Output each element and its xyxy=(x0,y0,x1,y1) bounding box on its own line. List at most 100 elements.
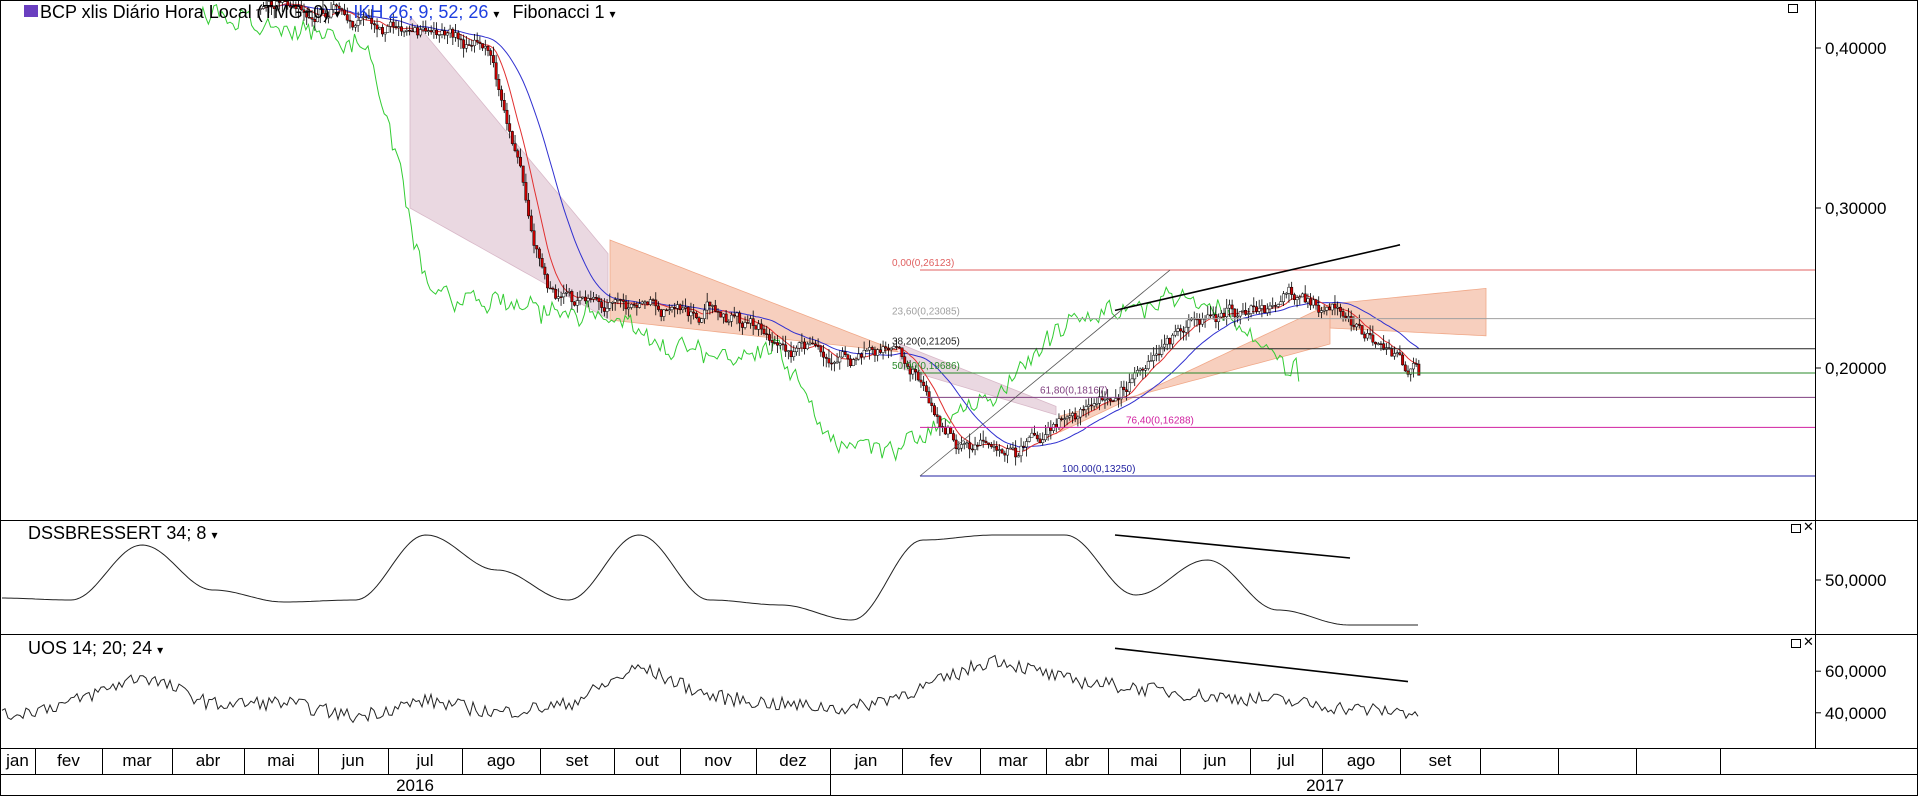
candle-body xyxy=(719,312,723,318)
candle-body xyxy=(351,21,355,28)
month-label: dez xyxy=(779,751,806,770)
candle-body xyxy=(1330,303,1334,311)
month-label: out xyxy=(635,751,659,770)
candle-body xyxy=(535,245,539,250)
candle-body xyxy=(762,328,766,334)
dss-maximize-icon[interactable] xyxy=(1791,524,1801,533)
fib-level-label: 100,00(0,13250) xyxy=(1062,464,1135,475)
candle-body xyxy=(1255,306,1258,312)
candle-body xyxy=(1060,418,1064,420)
candle-body xyxy=(1117,398,1120,400)
candle-body xyxy=(854,358,858,361)
candle-body xyxy=(1181,330,1185,333)
month-label: mai xyxy=(267,751,294,770)
uos-close-icon[interactable]: ✕ xyxy=(1803,634,1814,649)
candle-body xyxy=(1276,304,1280,307)
uos-maximize-icon[interactable] xyxy=(1791,639,1801,648)
candle-body xyxy=(483,46,487,49)
candle-body xyxy=(264,6,268,8)
candle-body xyxy=(851,359,855,366)
candle-body xyxy=(1225,307,1229,318)
candle-body xyxy=(797,342,801,349)
candle-body xyxy=(1071,413,1074,417)
candle-body xyxy=(1149,360,1153,362)
candle-body xyxy=(1303,293,1307,303)
candle-body xyxy=(592,297,595,300)
candle-body xyxy=(1133,372,1137,380)
instrument-label[interactable]: BCP xlis Diário Hora Local (TMG+0) xyxy=(40,2,330,22)
candle-body xyxy=(424,27,428,32)
candle-body xyxy=(432,29,436,33)
dss-menu-arrow[interactable]: ▾ xyxy=(211,528,218,542)
month-label: set xyxy=(566,751,589,770)
candle-body xyxy=(527,199,531,217)
candle-body xyxy=(914,369,917,373)
candle-body xyxy=(567,291,571,293)
candle-body xyxy=(289,5,292,8)
uos-menu-arrow[interactable]: ▾ xyxy=(157,643,164,657)
candle-body xyxy=(1306,298,1310,303)
candle-body xyxy=(594,297,598,299)
candle-body xyxy=(270,1,273,8)
candle-body xyxy=(429,30,433,33)
candle-body xyxy=(1211,314,1215,317)
ikh-menu-arrow[interactable]: ▾ xyxy=(493,7,500,21)
candle-body xyxy=(1414,363,1418,365)
candle-body xyxy=(835,361,839,364)
uos-line xyxy=(1,654,1419,724)
month-label: nov xyxy=(704,751,732,770)
candle-body xyxy=(759,323,763,330)
ikh-label[interactable]: IKH 26; 9; 52; 26 xyxy=(353,2,489,22)
candle-body xyxy=(789,350,793,358)
candle-body xyxy=(259,8,263,10)
uos-label[interactable]: UOS 14; 20; 24 xyxy=(28,638,153,658)
candle-body xyxy=(946,426,950,435)
candle-body xyxy=(1395,352,1399,354)
candle-body xyxy=(1084,406,1088,411)
candle-body xyxy=(776,342,779,346)
candle-body xyxy=(1409,368,1413,375)
uos-header: UOS 14; 20; 24 ▾ xyxy=(28,638,163,659)
candle-body xyxy=(1365,333,1369,339)
candle-body xyxy=(602,307,606,312)
candle-body xyxy=(1008,447,1012,450)
candle-body xyxy=(448,28,452,34)
candle-body xyxy=(543,266,547,275)
candle-body xyxy=(892,346,896,349)
dss-close-icon[interactable]: ✕ xyxy=(1803,519,1814,534)
month-label: abr xyxy=(1065,751,1090,770)
candle-body xyxy=(1217,316,1221,322)
candle-body xyxy=(1376,343,1380,345)
candle-body xyxy=(1417,363,1421,376)
candle-body xyxy=(1122,386,1126,391)
candle-body xyxy=(1379,343,1383,345)
candle-body xyxy=(1338,306,1342,312)
candle-body xyxy=(1163,343,1166,348)
candle-body xyxy=(949,426,953,434)
candle-body xyxy=(294,5,298,10)
fibonacci-label[interactable]: Fibonacci 1 xyxy=(512,2,605,22)
price-tick-label: 0,40000 xyxy=(1825,39,1886,58)
candle-body xyxy=(1125,389,1129,392)
candle-body xyxy=(1260,305,1264,309)
candle-body xyxy=(841,351,844,358)
candle-body xyxy=(537,248,541,259)
candle-body xyxy=(516,150,520,158)
maximize-icon[interactable] xyxy=(1788,4,1798,13)
candle-body xyxy=(605,308,609,312)
instrument-menu-arrow[interactable]: ▾ xyxy=(334,7,341,21)
instrument-icon[interactable] xyxy=(24,5,38,17)
candle-body xyxy=(965,442,969,445)
candle-body xyxy=(1025,441,1028,448)
candle-body xyxy=(859,353,863,358)
fibonacci-menu-arrow[interactable]: ▾ xyxy=(609,7,616,21)
candle-body xyxy=(524,182,528,201)
candle-body xyxy=(908,366,912,375)
candle-body xyxy=(1108,398,1112,401)
candle-body xyxy=(832,361,836,364)
dss-label[interactable]: DSSBRESSERT 34; 8 xyxy=(28,523,207,543)
candle-body xyxy=(470,45,474,47)
candle-body xyxy=(540,258,544,268)
